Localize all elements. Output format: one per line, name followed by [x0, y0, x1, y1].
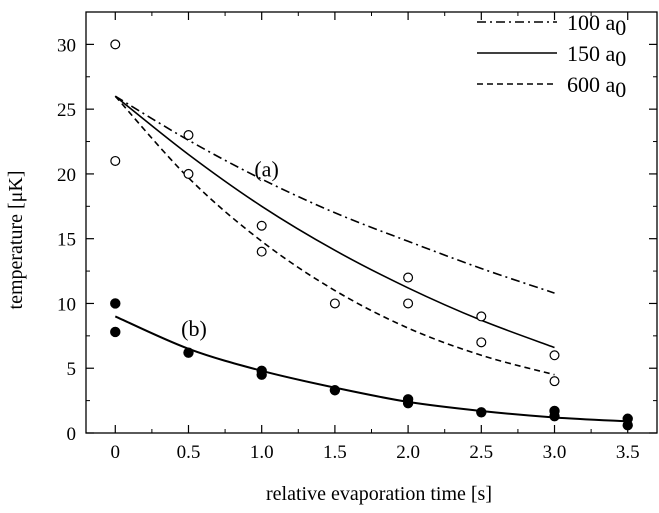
- y-tick-label: 0: [67, 424, 77, 445]
- x-tick-label: 1.5: [323, 442, 347, 463]
- legend-label-text: 150 a: [567, 41, 616, 66]
- series-line-dashed: [114, 95, 555, 376]
- data-point-filled: [256, 369, 267, 380]
- series-layer: [114, 95, 628, 423]
- x-tick-label: 3.5: [616, 442, 640, 463]
- series-line-fit: [114, 315, 628, 423]
- data-point-open: [403, 272, 414, 283]
- y-axis-label: temperature [μK]: [5, 171, 27, 310]
- y-tick-label: 20: [57, 165, 76, 186]
- data-point-open: [329, 298, 340, 309]
- x-tick-label: 2.5: [469, 442, 493, 463]
- markers-layer: [110, 39, 633, 431]
- series-line-solid: [114, 95, 555, 349]
- x-tick-label: 0.5: [177, 442, 201, 463]
- annotation-label: (b): [181, 316, 207, 341]
- legend-label-subscript: 0: [615, 46, 626, 71]
- data-point-filled: [622, 420, 633, 431]
- data-point-open: [256, 246, 267, 257]
- data-point-filled: [183, 347, 194, 358]
- legend-label-subscript: 0: [615, 15, 626, 40]
- data-point-filled: [110, 326, 121, 338]
- y-tick-label: 25: [57, 100, 76, 121]
- legend-label: 600 a0: [567, 72, 626, 102]
- x-tick-label: 3.0: [543, 442, 567, 463]
- data-point-open: [403, 298, 414, 309]
- y-tick-label: 15: [57, 230, 76, 251]
- data-point-open: [549, 376, 560, 387]
- data-point-open: [110, 39, 121, 50]
- data-point-open: [549, 350, 560, 361]
- data-point-filled: [476, 407, 487, 418]
- legend-label: 150 a0: [567, 41, 626, 71]
- y-tick-label: 10: [57, 294, 76, 315]
- legend-label: 100 a0: [567, 10, 626, 40]
- data-point-filled: [549, 410, 560, 422]
- data-point-open: [476, 337, 487, 348]
- annotations: (a) (b): [181, 157, 279, 341]
- annotation-label: (a): [254, 157, 278, 182]
- x-tick-label: 0: [111, 442, 121, 463]
- legend-label-subscript: 0: [615, 77, 626, 102]
- x-tick-label: 1.0: [250, 442, 274, 463]
- data-point-open: [256, 220, 267, 231]
- axes: 0 0.5 1.0 1.5 2.0 2.5 3.0 3.5 0 5 10 15 20 25 30: [57, 11, 658, 463]
- legend-label-text: 100 a: [567, 10, 616, 35]
- data-point-filled: [402, 398, 414, 409]
- data-point-open: [183, 168, 194, 179]
- data-point-filled: [110, 298, 121, 309]
- x-axis-label: relative evaporation time [s]: [266, 483, 492, 505]
- x-tick-label: 2.0: [396, 442, 420, 463]
- y-tick-label: 30: [57, 35, 76, 56]
- legend-label-text: 600 a: [567, 72, 616, 97]
- y-tick-label: 5: [67, 359, 77, 380]
- data-point-open: [183, 130, 194, 141]
- data-point-open: [476, 311, 487, 322]
- data-point-open: [110, 155, 121, 166]
- data-point-filled: [329, 385, 341, 396]
- series-line-dashdot: [114, 95, 555, 294]
